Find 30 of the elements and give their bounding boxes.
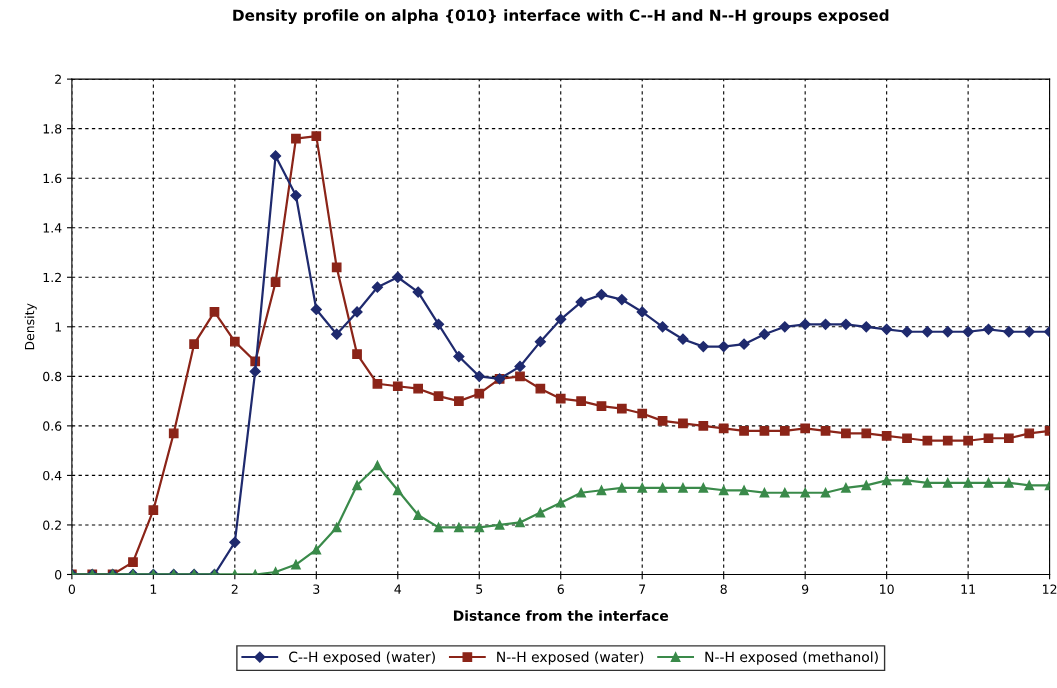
- x-tick-label: 7: [639, 584, 646, 594]
- y-tick-label: 0: [55, 569, 62, 580]
- y-tick-label: 1.2: [43, 272, 61, 283]
- y-tick-label: 1.6: [43, 173, 62, 184]
- y-tick-label: 0.8: [43, 371, 62, 382]
- x-tick-label: 9: [801, 584, 809, 594]
- x-tick-label: 3: [313, 584, 320, 594]
- y-tick-label: 1: [55, 322, 61, 332]
- x-tick-label: 10: [880, 584, 894, 594]
- y-tick-label: 0.2: [43, 520, 61, 530]
- x-tick-label: 4: [394, 584, 402, 594]
- y-tick-label: 1.8: [43, 124, 62, 134]
- x-axis-title: Distance from the interface: [453, 610, 669, 621]
- y-axis-title: Density: [24, 303, 37, 350]
- y-tick-label: 0.6: [43, 421, 62, 431]
- x-tick-label: 0: [68, 584, 76, 594]
- x-tick-label: 2: [231, 584, 238, 594]
- legend-label: C--H exposed (water): [289, 651, 435, 665]
- x-tick-label: 8: [720, 584, 727, 594]
- x-tick-label: 11: [961, 584, 975, 594]
- y-tick-label: 1.4: [43, 223, 62, 233]
- x-tick-label: 5: [476, 584, 483, 594]
- x-tick-label: 1: [150, 584, 157, 594]
- y-tick-label: 0.4: [43, 470, 62, 481]
- legend-label: N--H exposed (water): [497, 651, 644, 665]
- chart-title: Density profile on alpha {010} interface with C--H and N--H groups exposed: [233, 9, 889, 25]
- y-tick-label: 2: [55, 74, 61, 84]
- x-tick-label: 12: [1043, 584, 1057, 594]
- x-tick-label: 6: [557, 584, 564, 594]
- legend-label: N--H exposed (methanol): [705, 651, 878, 665]
